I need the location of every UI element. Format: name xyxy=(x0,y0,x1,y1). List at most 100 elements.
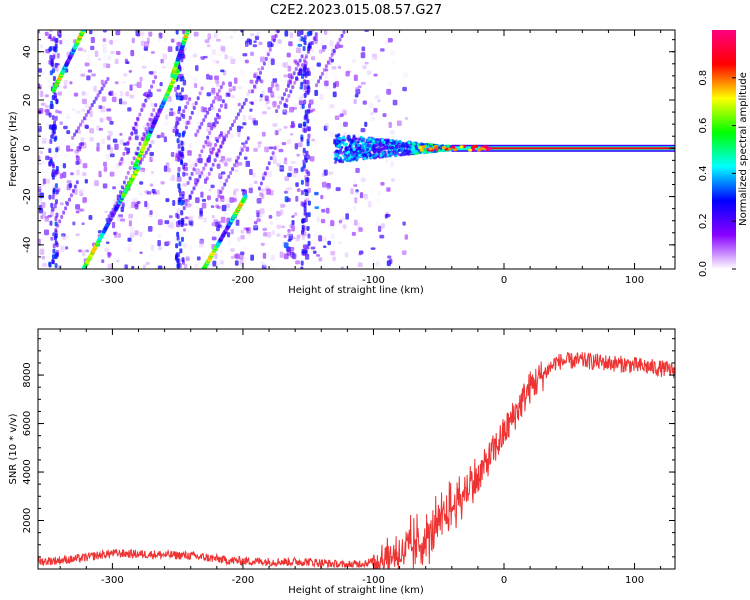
heatmap-cell xyxy=(311,138,316,142)
heatmap-xtick-label: 100 xyxy=(625,275,644,286)
heatmap-cell xyxy=(303,84,307,90)
heatmap-cell xyxy=(300,54,304,59)
heatmap-cell xyxy=(180,228,184,232)
heatmap-cell xyxy=(62,210,66,215)
heatmap-cell xyxy=(245,146,250,152)
heatmap-cell xyxy=(307,43,311,49)
heatmap-cell xyxy=(357,262,363,268)
heatmap-cell xyxy=(276,233,281,237)
heatmap-cell xyxy=(276,115,280,119)
heatmap-cell xyxy=(123,72,128,77)
heatmap-cell xyxy=(283,242,289,249)
heatmap-cell xyxy=(175,30,179,35)
heatmap-cell xyxy=(453,148,458,152)
heatmap-cell xyxy=(188,203,193,207)
heatmap-cell xyxy=(54,221,58,227)
heatmap-cell xyxy=(194,182,198,187)
heatmap-cell xyxy=(215,60,220,64)
heatmap-cell xyxy=(234,260,239,266)
heatmap-cell xyxy=(250,254,255,261)
heatmap-cell xyxy=(178,117,182,122)
heatmap-cell xyxy=(296,234,301,239)
heatmap-cell xyxy=(273,146,277,151)
snr-ytick-label: 2000 xyxy=(22,508,33,533)
heatmap-cell xyxy=(64,206,68,211)
snr-ytick-label: 8000 xyxy=(22,362,33,387)
heatmap-cell xyxy=(87,69,92,73)
heatmap-cell xyxy=(155,213,160,218)
heatmap-cell xyxy=(354,197,358,204)
heatmap-cell xyxy=(309,48,314,53)
heatmap-cell xyxy=(193,31,199,37)
heatmap-cell xyxy=(114,143,119,150)
heatmap-cell xyxy=(220,155,226,161)
heatmap-cell xyxy=(122,161,127,164)
heatmap-cell xyxy=(58,219,62,224)
heatmap-cell xyxy=(292,71,296,76)
heatmap-cell xyxy=(75,204,81,210)
heatmap-cell xyxy=(193,191,198,197)
heatmap-cell xyxy=(291,219,295,226)
heatmap-cell xyxy=(219,247,224,254)
heatmap-cell xyxy=(169,108,174,111)
heatmap-cell xyxy=(250,51,254,56)
heatmap-cell xyxy=(235,162,239,168)
heatmap-cell xyxy=(82,163,88,169)
heatmap-cell xyxy=(253,221,258,225)
heatmap-cell xyxy=(327,240,331,246)
heatmap-cell xyxy=(80,192,85,196)
heatmap-cell xyxy=(150,244,154,252)
heatmap-cell xyxy=(234,101,239,105)
heatmap-cell xyxy=(195,168,200,175)
heatmap-cell xyxy=(139,192,143,196)
heatmap-cell xyxy=(182,30,186,35)
heatmap-cell xyxy=(84,179,88,184)
heatmap-cell xyxy=(198,240,204,244)
heatmap-cell xyxy=(181,153,185,159)
heatmap-cell xyxy=(177,166,181,172)
heatmap-cell xyxy=(255,80,259,85)
heatmap-cell xyxy=(321,263,326,269)
heatmap-cell xyxy=(154,75,158,80)
heatmap-cell xyxy=(187,150,192,156)
heatmap-cell xyxy=(206,110,210,115)
heatmap-cell xyxy=(293,59,298,63)
heatmap-cell xyxy=(60,234,65,241)
heatmap-cell xyxy=(202,118,206,123)
heatmap-cell xyxy=(168,98,173,102)
heatmap-cell xyxy=(102,83,106,88)
heatmap-cell xyxy=(262,61,266,66)
heatmap-cell xyxy=(50,58,54,64)
heatmap-cell xyxy=(81,222,85,226)
heatmap-cell xyxy=(69,81,73,85)
heatmap-cell xyxy=(221,140,225,145)
heatmap-cell xyxy=(51,95,55,101)
heatmap-cell xyxy=(98,127,103,131)
heatmap-cell xyxy=(301,224,305,230)
heatmap-cell xyxy=(374,95,379,99)
heatmap-cell xyxy=(213,158,217,163)
heatmap-cell xyxy=(139,76,143,82)
heatmap-cell xyxy=(281,96,285,101)
heatmap-cell xyxy=(459,145,464,149)
heatmap-cell xyxy=(205,44,210,51)
heatmap-cell xyxy=(283,234,287,238)
heatmap-cell xyxy=(166,99,170,105)
snr-frame xyxy=(37,328,676,570)
heatmap-cell xyxy=(419,148,424,152)
heatmap-cell xyxy=(149,156,153,163)
heatmap-cell xyxy=(81,91,86,96)
heatmap-cell xyxy=(208,154,212,159)
heatmap-cell xyxy=(233,191,237,195)
heatmap-cell xyxy=(314,206,320,210)
heatmap-cell xyxy=(389,50,395,56)
heatmap-cell xyxy=(38,186,42,193)
heatmap-cell xyxy=(352,148,356,152)
heatmap-cell xyxy=(144,41,150,48)
heatmap-cell xyxy=(356,156,360,160)
heatmap-cell xyxy=(121,202,126,205)
heatmap-cell xyxy=(177,199,181,205)
heatmap-cell xyxy=(338,122,343,129)
heatmap-cell xyxy=(368,63,372,68)
heatmap-cell xyxy=(181,76,185,82)
